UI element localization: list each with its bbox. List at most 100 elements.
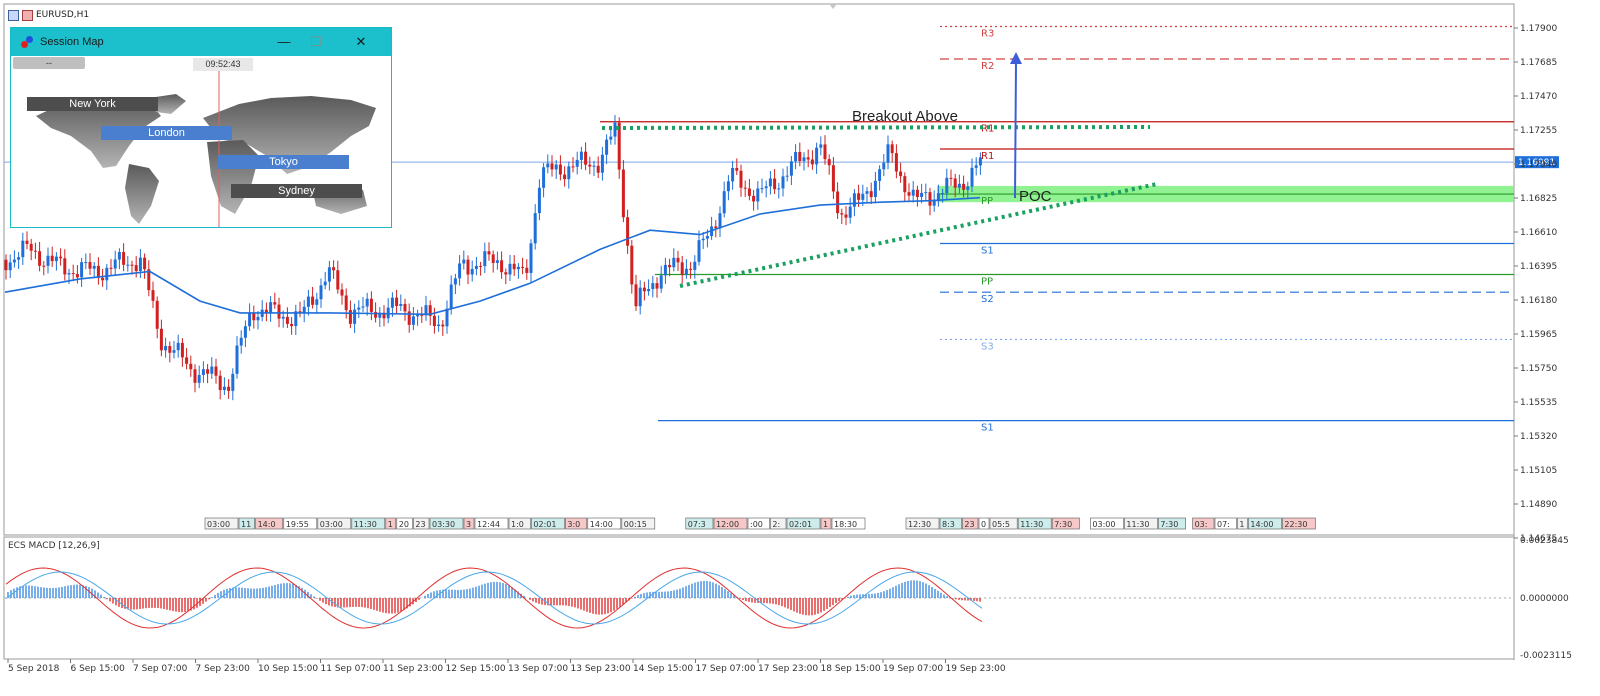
candle-body <box>693 261 697 270</box>
candle-body <box>911 189 915 196</box>
ascending-support-line <box>679 182 1158 288</box>
session-badge-label: 1 <box>388 520 393 529</box>
session-badge <box>1282 517 1316 530</box>
current-price-label: 1.16991 <box>1518 158 1555 168</box>
session-badge <box>1124 517 1158 530</box>
candle-body <box>680 262 684 275</box>
breakout-resistance-line <box>601 125 1151 130</box>
session-badge-label: 05:5 <box>992 520 1010 529</box>
candle-body <box>966 186 970 190</box>
candle-body <box>714 226 718 229</box>
candle-body <box>151 290 155 301</box>
price-label: 1.15105 <box>1520 466 1557 476</box>
candle-body <box>529 243 533 273</box>
time-label: 5 Sep 2018 <box>8 664 60 674</box>
candle-body <box>563 174 567 180</box>
symbol-tab[interactable]: EURUSD,H1 <box>8 8 89 22</box>
candle-body <box>75 274 79 278</box>
candle-body <box>138 257 142 272</box>
candle-body <box>357 307 361 310</box>
candle-body <box>781 176 785 189</box>
candle-body <box>411 316 415 325</box>
candle-body <box>483 251 487 267</box>
dash-button[interactable]: -- <box>13 57 85 69</box>
candle-body <box>113 259 117 269</box>
candle-body <box>924 192 928 194</box>
candle-body <box>487 251 491 255</box>
candle-body <box>155 300 159 329</box>
candle-body <box>626 217 630 246</box>
candle-body <box>101 277 105 281</box>
candle-body <box>248 312 252 327</box>
candle-body <box>760 188 764 190</box>
candle-body <box>974 165 978 168</box>
time-label: 18 Sep 15:00 <box>821 664 881 674</box>
candle-body <box>949 177 953 179</box>
candle-body <box>59 256 63 259</box>
candle-body <box>827 159 831 166</box>
candle-body <box>185 357 189 364</box>
candle-body <box>8 262 12 271</box>
candle-body <box>222 386 226 390</box>
time-label: 17 Sep 07:00 <box>696 664 756 674</box>
candle-body <box>970 167 974 187</box>
close-button[interactable]: ✕ <box>355 34 367 49</box>
session-badge <box>962 517 979 530</box>
time-label: 11 Sep 23:00 <box>383 664 443 674</box>
candle-body <box>663 264 667 276</box>
shift-marker-icon[interactable] <box>829 4 837 9</box>
session-map-window[interactable]: Session Map — ☐ ✕ -- 09:52:43 New York <box>10 27 392 228</box>
trendlines-layer <box>601 125 1158 288</box>
candle-body <box>773 178 777 190</box>
candle-body <box>235 345 239 374</box>
candle-body <box>642 287 646 292</box>
candle-body <box>117 252 121 260</box>
session-badge <box>413 517 430 530</box>
candle-body <box>54 256 58 262</box>
session-badge <box>831 517 866 530</box>
session-badge-label: 03: <box>1195 520 1208 529</box>
session-badge <box>565 517 588 530</box>
price-axis-labels: 1.17900 1.17685 1.17470 1.17255 1.17040 1.168… <box>1514 24 1557 544</box>
session-badge-label: 1 <box>1239 520 1244 529</box>
candle-body <box>294 311 298 327</box>
session-badge <box>747 517 770 530</box>
candle-body <box>201 369 205 375</box>
candle-body <box>789 161 793 176</box>
candle-body <box>147 269 151 291</box>
candle-body <box>180 342 184 358</box>
candle-body <box>878 169 882 181</box>
price-label: 1.14675 <box>1520 534 1557 544</box>
macd-layer: 0.0023845 0.0000000 -0.0023115 <box>4 536 1572 661</box>
candle-body <box>395 297 399 306</box>
price-label: 1.17470 <box>1520 92 1557 102</box>
session-badge-label: 11:30 <box>354 520 377 529</box>
candle-body <box>689 268 693 270</box>
candle-body <box>164 346 168 351</box>
candle-body <box>928 192 932 206</box>
minimize-button[interactable]: — <box>277 34 291 49</box>
price-label: 1.15535 <box>1520 398 1557 408</box>
candle-body <box>571 166 575 168</box>
candle-body <box>567 166 571 180</box>
candle-body <box>504 272 508 275</box>
maximize-button[interactable]: ☐ <box>310 34 322 49</box>
candle-body <box>264 309 268 313</box>
candle-body <box>88 262 92 269</box>
session-map-titlebar[interactable]: Session Map — ☐ ✕ <box>11 28 391 56</box>
candle-body <box>84 262 88 264</box>
moving-average-line <box>4 196 981 316</box>
breakout-arrow-layer <box>1010 52 1022 199</box>
candle-body <box>319 285 323 300</box>
candle-body <box>579 151 583 160</box>
session-badge <box>770 517 787 530</box>
session-badge-label: 11:30 <box>1126 520 1149 529</box>
candle-body <box>953 178 957 188</box>
time-label: 14 Sep 15:00 <box>633 664 693 674</box>
session-badge <box>1158 517 1186 530</box>
macd-scale-label: 0.0023845 <box>1520 536 1569 546</box>
candle-body <box>67 273 71 275</box>
candle-body <box>428 305 432 316</box>
session-badge <box>820 517 832 530</box>
